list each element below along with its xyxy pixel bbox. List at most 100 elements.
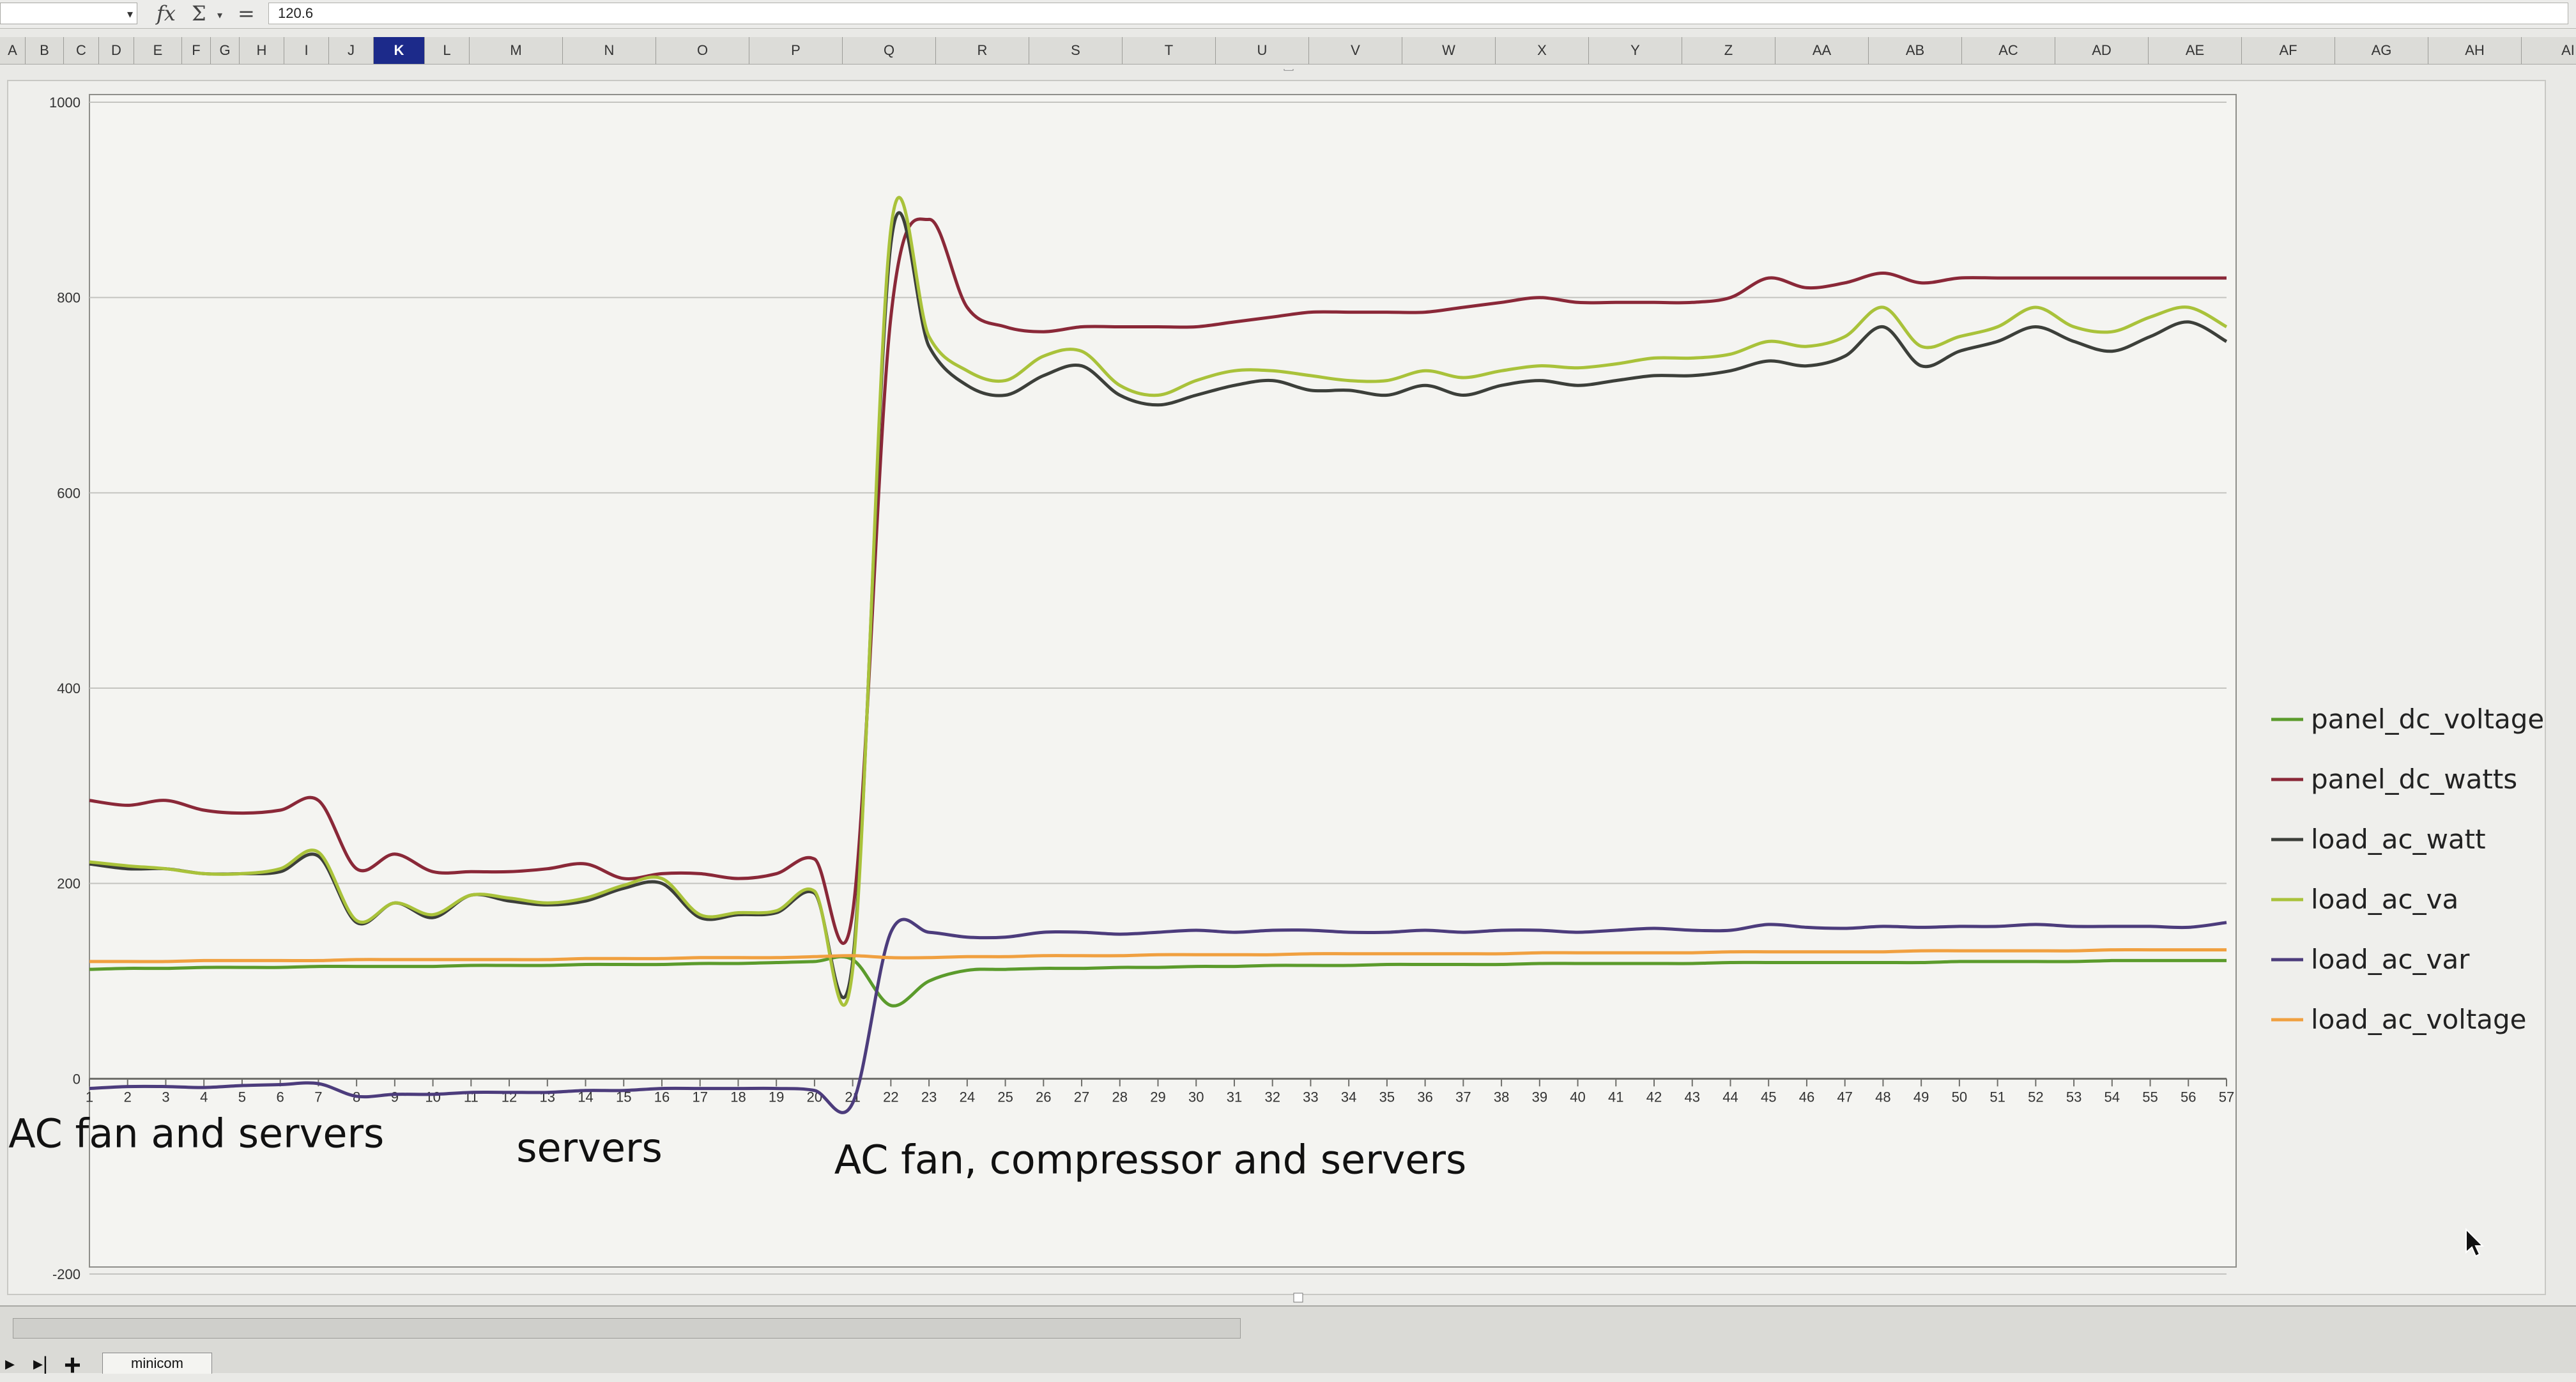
x-tick-label: 26 [1036,1089,1051,1105]
column-header-b[interactable]: B [26,37,64,64]
y-tick-label: 0 [73,1071,80,1087]
name-box[interactable]: ▾ [0,3,137,24]
column-header-z[interactable]: Z [1682,37,1775,64]
plot-area [89,94,2237,1268]
column-header-w[interactable]: W [1402,37,1496,64]
x-tick-label: 35 [1379,1089,1395,1105]
column-header-f[interactable]: F [182,37,211,64]
annotations: AC fan and servers servers AC fan, compres… [8,1110,1466,1183]
x-tick-label: 39 [1532,1089,1547,1105]
x-tick-label: 22 [883,1089,898,1105]
chevron-down-icon[interactable]: ▾ [126,8,133,20]
column-header-ad[interactable]: AD [2055,37,2149,64]
horizontal-scrollbar[interactable] [13,1318,1241,1339]
x-tick-label: 34 [1341,1089,1356,1105]
chart-resize-handle-top[interactable] [1284,69,1294,71]
x-tick-label: 9 [391,1089,399,1105]
x-tick-label: 29 [1150,1089,1165,1105]
function-wizard-icon[interactable]: fx [157,1,176,26]
sheet-tab[interactable]: minicom [102,1353,212,1374]
column-header-af[interactable]: AF [2242,37,2335,64]
column-header-e[interactable]: E [134,37,182,64]
chart-annotation: AC fan and servers [8,1110,384,1156]
equals-icon[interactable]: = [238,1,255,26]
column-header-k[interactable]: K [374,37,425,64]
column-header-o[interactable]: O [656,37,749,64]
column-header-q[interactable]: Q [843,37,936,64]
x-tick-label: 41 [1608,1089,1623,1105]
column-header-y[interactable]: Y [1589,37,1682,64]
x-tick-label: 25 [997,1089,1013,1105]
column-header-ah[interactable]: AH [2428,37,2522,64]
x-tick-label: 31 [1227,1089,1242,1105]
x-tick-label: 7 [314,1089,322,1105]
x-tick-label: 48 [1875,1089,1890,1105]
chart-resize-handle-bottom[interactable] [1293,1293,1303,1303]
column-header-x[interactable]: X [1496,37,1589,64]
column-header-u[interactable]: U [1216,37,1309,64]
x-axis-ticks: 1 2 3 4 5 6 7 8 9 10 11 12 13 14 15 16 17 18 19 20 21 22 23 24 2… [86,1079,2234,1105]
x-tick-label: 36 [1417,1089,1432,1105]
column-header-ab[interactable]: AB [1869,37,1962,64]
x-tick-label: 53 [2066,1089,2082,1105]
column-header-s[interactable]: S [1029,37,1123,64]
x-tick-label: 17 [692,1089,707,1105]
column-header-j[interactable]: J [329,37,374,64]
x-tick-label: 16 [654,1089,670,1105]
column-header-row: A B C D E F G H I J K L M N O P Q R S T U V W X Y Z AA AB AC AD AE AF AG… [0,37,2576,65]
series-line-panel-dc-watts [89,217,2227,945]
column-header-h[interactable]: H [240,37,284,64]
legend-entry: load_ac_voltage [2311,1004,2527,1035]
x-tick-label: 45 [1761,1089,1776,1105]
x-tick-label: 23 [921,1089,937,1105]
legend-entry: load_ac_watt [2311,824,2486,855]
sum-dropdown-icon[interactable]: ▾ [217,9,223,21]
column-header-aa[interactable]: AA [1775,37,1869,64]
x-tick-label: 51 [1989,1089,2005,1105]
x-tick-label: 46 [1799,1089,1814,1105]
column-header-p[interactable]: P [749,37,843,64]
y-tick-label: 1000 [49,95,80,111]
legend-entry: panel_dc_watts [2311,764,2517,795]
x-tick-label: 37 [1455,1089,1471,1105]
column-header-a[interactable]: A [0,37,26,64]
x-tick-label: 10 [425,1089,440,1105]
formula-input[interactable]: 120.6 [268,3,2568,24]
legend-entry: load_ac_va [2311,884,2458,915]
column-header-r[interactable]: R [936,37,1029,64]
column-header-t[interactable]: T [1123,37,1216,64]
column-header-l[interactable]: L [425,37,470,64]
x-tick-label: 42 [1646,1089,1662,1105]
x-tick-label: 33 [1303,1089,1318,1105]
column-header-ag[interactable]: AG [2335,37,2428,64]
x-tick-label: 2 [124,1089,132,1105]
series-lines [89,196,2228,1114]
column-header-m[interactable]: M [470,37,563,64]
x-tick-label: 56 [2181,1089,2196,1105]
column-header-ai[interactable]: AI [2522,37,2576,64]
column-header-g[interactable]: G [211,37,240,64]
x-tick-label: 27 [1074,1089,1089,1105]
column-header-c[interactable]: C [64,37,99,64]
prev-sheet-icon[interactable]: ▸ [5,1353,15,1374]
y-tick-label: -200 [52,1266,80,1282]
series-line-load-ac-voltage [89,948,2227,964]
column-header-ae[interactable]: AE [2149,37,2242,64]
column-header-n[interactable]: N [563,37,656,64]
add-sheet-icon[interactable]: + [64,1348,81,1381]
sheet-bar: ▸ ▸| + minicom [0,1305,2576,1381]
column-header-ac[interactable]: AC [1962,37,2055,64]
sum-icon[interactable]: Σ [192,1,206,26]
column-header-v[interactable]: V [1309,37,1402,64]
chart-container[interactable]: -200 0 200 400 600 800 1000 1 2 3 4 5 6 7 8 9 10 11 12 13 1… [0,69,2556,1305]
x-tick-label: 18 [730,1089,746,1105]
y-tick-label: 600 [57,485,80,501]
y-tick-label: 800 [57,290,80,306]
last-sheet-icon[interactable]: ▸| [33,1353,48,1374]
x-tick-label: 3 [162,1089,169,1105]
x-tick-label: 57 [2219,1089,2234,1105]
x-tick-label: 40 [1570,1089,1585,1105]
column-header-i[interactable]: I [284,37,329,64]
legend-entry: load_ac_var [2311,944,2470,975]
column-header-d[interactable]: D [99,37,134,64]
